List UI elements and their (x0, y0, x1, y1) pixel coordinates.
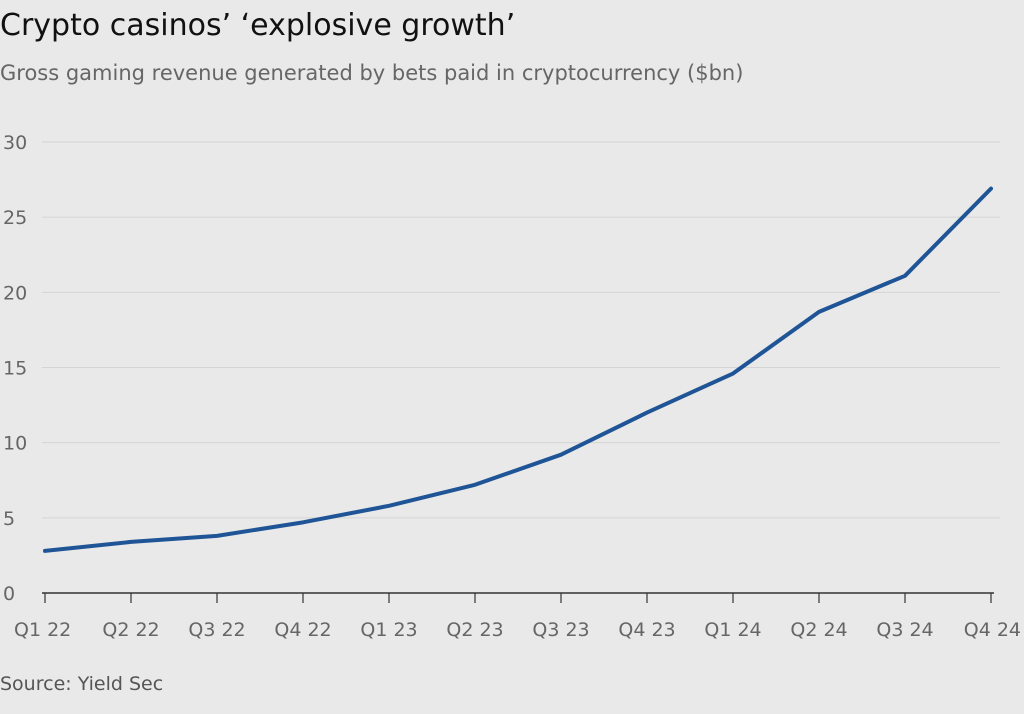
y-tick-label: 20 (3, 282, 27, 304)
revenue-series-line (43, 186, 993, 553)
x-tick-label: Q4 22 (274, 619, 331, 641)
source-note: Source: Yield Sec (0, 673, 164, 695)
y-tick-label: 5 (3, 508, 15, 530)
grid-lines (42, 141, 1000, 519)
x-tick-label: Q3 22 (188, 619, 245, 641)
chart-subtitle: Gross gaming revenue generated by bets p… (0, 61, 744, 85)
y-tick-label: 0 (3, 583, 15, 605)
y-tick-label: 10 (3, 433, 27, 455)
x-tick-label: Q3 23 (532, 619, 589, 641)
y-tick-label: 15 (3, 358, 27, 380)
y-axis-labels: 0 5 10 15 20 25 30 (3, 132, 27, 605)
x-tick-label: Q4 23 (618, 619, 675, 641)
x-tick-label: Q1 22 (14, 619, 71, 641)
x-tick-label: Q2 22 (102, 619, 159, 641)
y-tick-label: 25 (3, 207, 27, 229)
x-axis-labels: Q1 22 Q2 22 Q3 22 Q4 22 Q1 23 Q2 23 Q3 23 Q4 23… (14, 619, 1021, 641)
x-tick-label: Q2 23 (446, 619, 503, 641)
x-tick-label: Q4 24 (964, 619, 1021, 641)
x-tick-label: Q1 24 (704, 619, 761, 641)
x-tick-label: Q2 24 (790, 619, 847, 641)
x-tick-label: Q1 23 (360, 619, 417, 641)
x-tick-label: Q3 24 (876, 619, 933, 641)
chart-title: Crypto casinos’ ‘explosive growth’ (0, 8, 516, 43)
y-tick-label: 30 (3, 132, 27, 154)
x-axis-ticks (44, 593, 992, 603)
